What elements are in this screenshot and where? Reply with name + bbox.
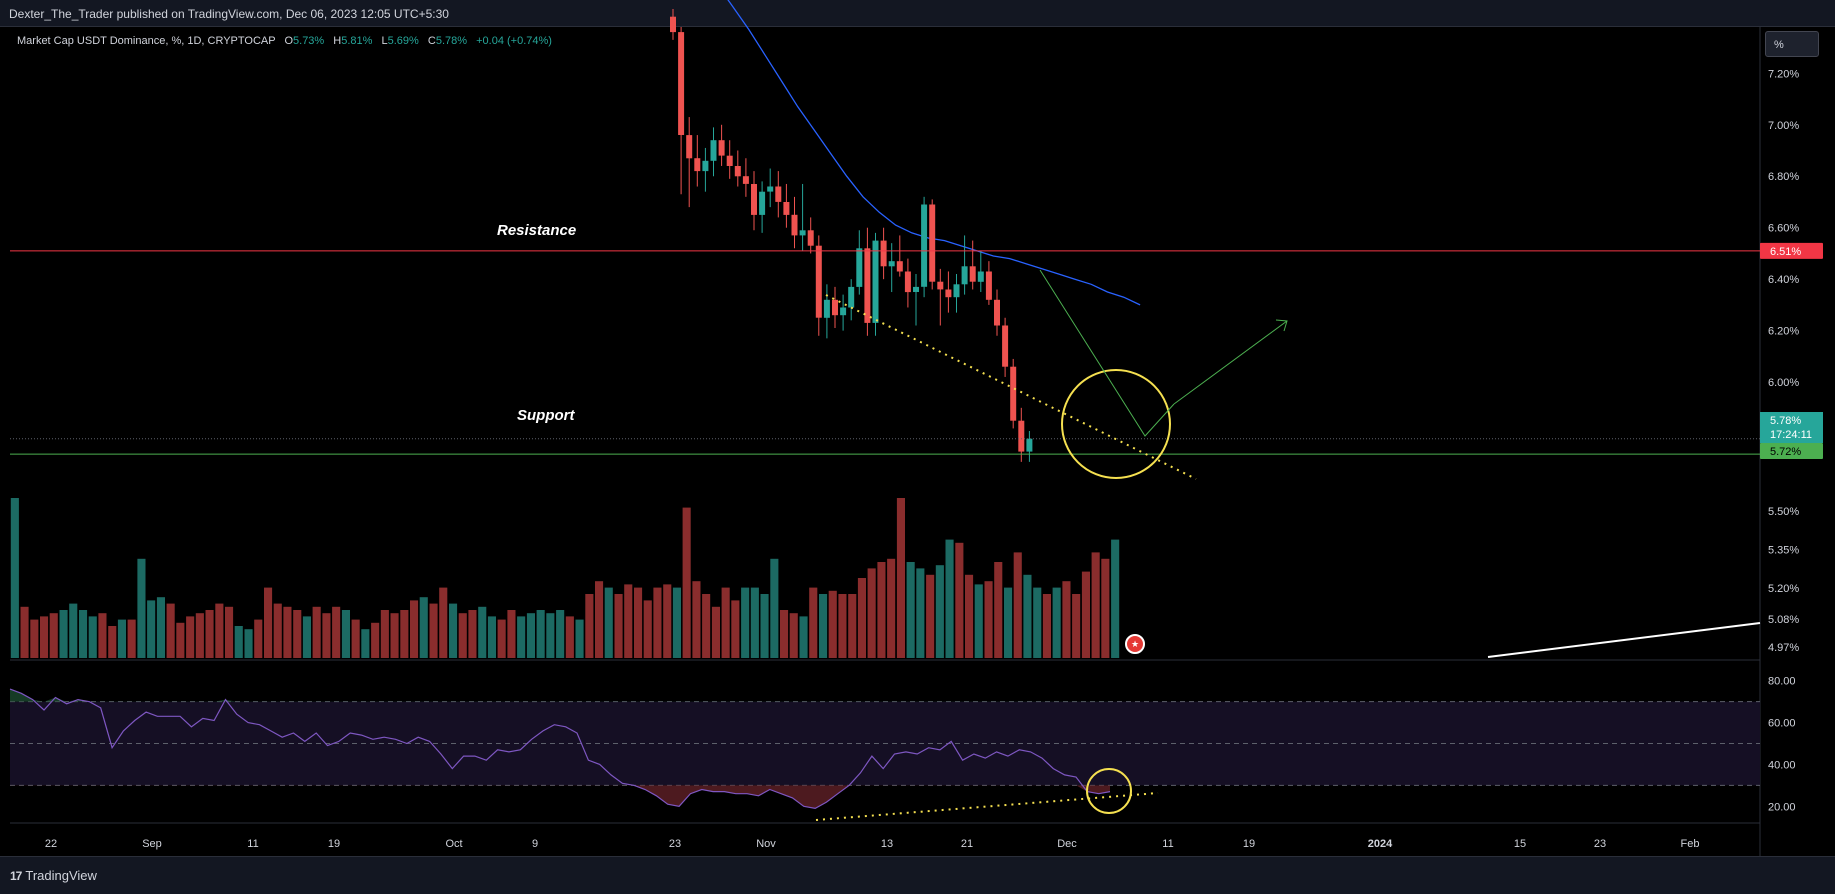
close-label: C xyxy=(427,35,436,47)
percent-scale-button[interactable]: % xyxy=(1765,31,1819,57)
publish-header: Dexter_The_Trader published on TradingVi… xyxy=(0,0,1835,27)
us-flag-icon[interactable]: ★ xyxy=(1125,634,1145,654)
open-label: O xyxy=(284,35,294,47)
low-value: 5.69% xyxy=(387,35,419,47)
publish-info: Dexter_The_Trader published on TradingVi… xyxy=(9,7,449,21)
open-value: 5.73% xyxy=(293,35,325,47)
symbol-legend: Market Cap USDT Dominance, %, 1D, CRYPTO… xyxy=(17,35,552,47)
tradingview-brand: TradingView xyxy=(25,868,97,883)
footer-bar: 17 TradingView xyxy=(0,856,1835,894)
tradingview-logo-icon: 17 xyxy=(10,868,22,883)
high-value: 5.81% xyxy=(341,35,373,47)
change-value: +0.04 (+0.74%) xyxy=(476,35,552,47)
close-value: 5.78% xyxy=(435,35,468,47)
high-label: H xyxy=(333,35,342,47)
chart-area[interactable] xyxy=(10,27,1823,856)
low-label: L xyxy=(381,35,388,47)
tradingview-logo[interactable]: 17 TradingView xyxy=(10,868,97,883)
symbol-title: Market Cap USDT Dominance, %, 1D, CRYPTO… xyxy=(17,35,276,47)
